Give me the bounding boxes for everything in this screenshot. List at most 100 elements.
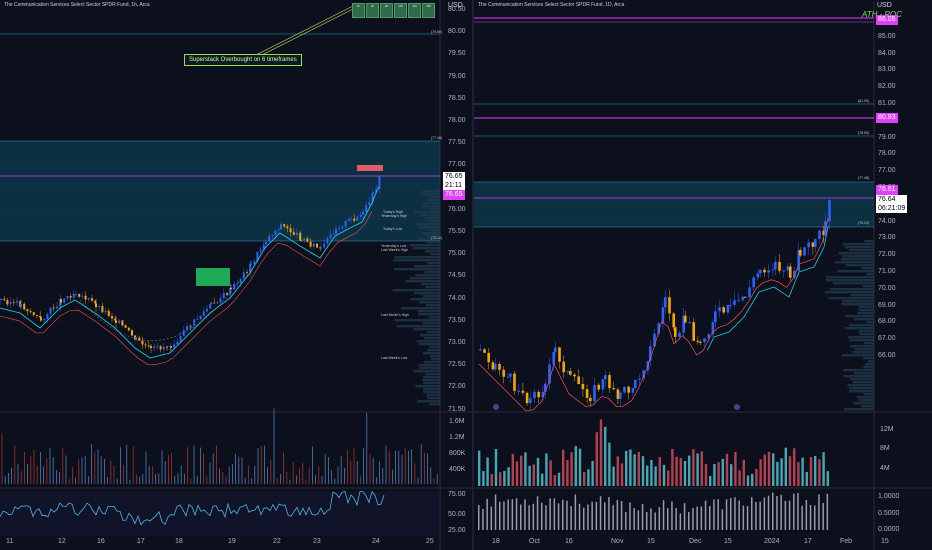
left-volume-profile-bar	[422, 352, 440, 355]
right-oscillator-bar	[578, 503, 581, 530]
right-volume-tick-label: 12M	[880, 426, 894, 433]
right-volume-bar	[675, 456, 678, 486]
left-price-tick-label: 80.00	[448, 28, 466, 36]
left-candle	[6, 300, 9, 305]
right-oscillator-bar	[654, 512, 656, 530]
left-time-tick-label: 18	[175, 538, 183, 545]
right-candle	[597, 384, 600, 390]
right-price-tick-label: 84.00	[878, 49, 896, 57]
right-candle	[711, 322, 715, 335]
right-volume-profile-bar	[847, 384, 874, 387]
timeframe-box-6: 3M	[422, 3, 435, 18]
left-candle	[94, 300, 97, 304]
left-candle	[60, 299, 62, 303]
left-time-tick-label: 23	[313, 538, 321, 545]
right-oscillator-bar	[751, 497, 753, 530]
left-time-tick-label: 19	[228, 538, 236, 545]
right-candle	[774, 261, 777, 270]
left-candle	[199, 315, 202, 320]
left-candle	[190, 325, 192, 328]
left-volume-profile-bar	[424, 250, 440, 253]
right-oscillator-bar	[717, 499, 719, 530]
ath-poc-label: ATH - POC	[862, 10, 902, 19]
right-volume-bar	[767, 451, 771, 486]
left-candle	[91, 298, 93, 301]
pane-divider[interactable]	[472, 0, 474, 550]
left-chart-title: The Communication Services Select Sector…	[4, 2, 150, 8]
right-candle	[718, 307, 721, 312]
left-candle	[347, 219, 350, 221]
right-volume-profile-bar	[858, 330, 874, 333]
right-candle	[763, 269, 766, 273]
left-candle	[283, 224, 286, 227]
left-volume-profile-bar	[418, 343, 440, 346]
left-chart-pane[interactable]: The Communication Services Select Sector…	[0, 0, 472, 550]
right-volume-profile-bar	[836, 270, 874, 273]
right-volume-profile-bar	[843, 369, 874, 372]
right-oscillator-bar	[625, 511, 627, 530]
right-volume-bar	[478, 450, 481, 486]
left-candle	[335, 228, 337, 234]
left-volume-profile-bar	[430, 208, 440, 211]
right-volume-bar	[746, 475, 750, 486]
right-oscillator-tick-label: 0.5000	[878, 510, 900, 517]
right-candle	[558, 347, 561, 362]
right-oscillator-bar	[641, 503, 644, 530]
left-price-tick-label: 72.50	[448, 361, 466, 369]
left-volume-profile-bar	[416, 223, 440, 226]
right-volume-bar	[578, 448, 582, 486]
timeframe-box-1: 1h	[352, 3, 365, 18]
left-chart-canvas[interactable]	[0, 0, 472, 550]
right-oscillator-bar	[650, 508, 652, 530]
right-volume-profile-bar	[867, 360, 874, 363]
left-candle	[316, 243, 318, 248]
left-envelope	[79, 279, 241, 341]
left-candle	[338, 228, 341, 229]
right-volume-bar	[641, 456, 645, 486]
right-volume-bar	[608, 442, 611, 486]
right-volume-bar	[654, 466, 657, 486]
right-candle	[491, 362, 495, 370]
right-volume-profile-bar	[856, 396, 874, 399]
right-price-tick-label: 81.00	[878, 100, 896, 107]
left-price-tick-label: 73.00	[448, 339, 466, 346]
left-last-price-tag: 76.65 21:11	[443, 172, 465, 190]
left-price-tick-label: 75.00	[448, 250, 466, 258]
right-volume-profile-bar	[825, 279, 874, 282]
left-volume-profile-bar	[416, 340, 440, 343]
last-weeks-high-label: Last Week's High	[381, 248, 409, 252]
right-volume-bar	[679, 457, 682, 486]
right-candle	[793, 270, 796, 278]
left-candle	[182, 330, 185, 336]
right-volume-bar	[763, 454, 766, 486]
left-candle	[271, 235, 274, 237]
right-volume-profile-bar	[864, 342, 874, 345]
left-candle	[359, 214, 362, 217]
left-candle	[66, 296, 69, 299]
right-candle	[521, 390, 525, 393]
left-candle	[69, 296, 72, 298]
right-candle	[537, 391, 540, 398]
right-volume-bar	[822, 452, 825, 486]
right-volume-bar	[797, 462, 800, 486]
right-candle	[541, 391, 545, 398]
right-chart-pane[interactable]: The Communication Services Select Sector…	[474, 0, 932, 550]
right-chart-canvas[interactable]	[474, 0, 932, 550]
right-volume-profile-bar	[850, 294, 874, 297]
right-candle	[668, 297, 671, 314]
todays-low-label: Today's Low	[383, 227, 403, 231]
right-volume-bar	[553, 475, 556, 486]
left-candle	[344, 220, 347, 227]
right-oscillator-bar	[562, 499, 564, 530]
left-candle	[250, 263, 252, 265]
left-candle	[280, 224, 282, 230]
right-candle	[789, 266, 792, 278]
right-volume-bar	[688, 455, 691, 486]
left-time-tick-label: 16	[97, 538, 105, 545]
right-oscillator-bar	[662, 500, 665, 530]
right-candle	[623, 386, 626, 393]
right-volume-bar	[549, 460, 552, 486]
right-volume-bar	[793, 448, 796, 486]
right-oscillator-tick-label: 1.0000	[878, 493, 900, 500]
right-volume-bar	[646, 465, 649, 486]
